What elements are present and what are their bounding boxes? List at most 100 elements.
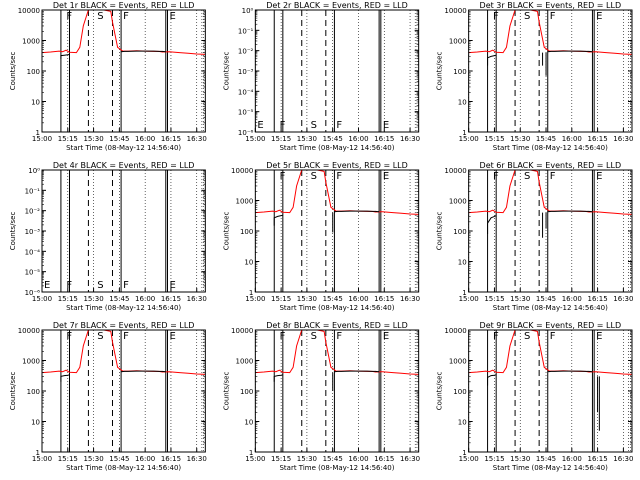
- events-series-line: [60, 53, 70, 59]
- x-tick-label: 16:00: [562, 135, 582, 143]
- y-tick-label: 10: [458, 419, 467, 427]
- x-tick-label: 15:30: [510, 135, 530, 143]
- y-tick-label: 10⁻⁶: [238, 129, 254, 137]
- interval-marker-label: F: [123, 331, 129, 342]
- interval-marker-label: F: [66, 11, 72, 22]
- x-tick-label: 16:30: [400, 135, 420, 143]
- interval-marker-label: E: [383, 331, 389, 342]
- interval-marker-label: F: [493, 331, 499, 342]
- det-panel: F S F E 1 10 100 1000 10000 15:00 15:15 15:30 15:45 1…: [222, 161, 420, 312]
- panel-title: Det 6r BLACK = Events, RED = LLD: [480, 161, 622, 170]
- x-tick-label: 15:00: [32, 135, 52, 143]
- y-axis-label: Counts/sec: [436, 212, 444, 251]
- y-axis-label: Counts/sec: [9, 372, 17, 411]
- x-tick-label: 16:15: [161, 295, 181, 303]
- series-group: [42, 10, 206, 59]
- y-tick-label: 100: [453, 228, 466, 236]
- y-tick-label: 10000: [444, 327, 466, 335]
- x-tick-label: 16:00: [348, 135, 368, 143]
- y-tick-label: 10000: [231, 327, 253, 335]
- x-axis-label: Start Time (08-May-12 14:56:40): [66, 144, 181, 152]
- x-tick-label: 15:45: [109, 135, 129, 143]
- plot-frame: [468, 329, 633, 453]
- x-tick-label: 16:15: [161, 135, 181, 143]
- x-tick-label: 16:30: [613, 135, 633, 143]
- x-axis-label: Start Time (08-May-12 14:56:40): [66, 304, 181, 312]
- events-series-line: [273, 374, 283, 382]
- interval-marker-label: E: [596, 11, 602, 22]
- plot-frame: [254, 329, 420, 453]
- x-tick-label: 16:00: [135, 295, 155, 303]
- x-tick-label: 15:30: [83, 295, 103, 303]
- y-tick-label: 100: [240, 388, 253, 396]
- events-series-line: [547, 210, 593, 213]
- y-tick-label: 10000: [18, 327, 40, 335]
- x-tick-label: 16:30: [187, 295, 207, 303]
- x-tick-label: 16:15: [161, 455, 181, 463]
- y-tick-label: 10⁻¹: [25, 187, 41, 195]
- x-axis-label: Start Time (08-May-12 14:56:40): [279, 144, 394, 152]
- y-tick-label: 1: [249, 449, 253, 457]
- interval-marker-label: F: [493, 171, 499, 182]
- y-tick-label: 100: [453, 388, 466, 396]
- det-panel: F S F E 1 10 100 1000 10000 15:00 15:15 15:30 15:45 1…: [436, 321, 634, 472]
- x-tick-label: 15:15: [58, 135, 78, 143]
- panel-title: Det 1r BLACK = Events, RED = LLD: [53, 1, 195, 10]
- x-tick-label: 15:00: [245, 135, 265, 143]
- plot-frame: [41, 9, 206, 133]
- events-series-line: [547, 50, 593, 53]
- series-group: [255, 330, 419, 391]
- interval-marker-label: F: [336, 331, 342, 342]
- x-tick-label: 16:30: [400, 295, 420, 303]
- interval-marker-label: S: [524, 331, 530, 342]
- x-axis-label: Start Time (08-May-12 14:56:40): [493, 464, 608, 472]
- y-tick-label: 10⁻⁵: [238, 109, 254, 117]
- x-tick-label: 15:00: [245, 295, 265, 303]
- x-tick-label: 16:00: [348, 295, 368, 303]
- interval-marker-label: S: [97, 280, 103, 291]
- x-tick-label: 15:15: [271, 135, 291, 143]
- x-tick-label: 15:45: [323, 295, 343, 303]
- x-tick-label: 15:15: [484, 135, 504, 143]
- x-tick-label: 15:45: [536, 455, 556, 463]
- y-tick-label: 1000: [22, 358, 40, 366]
- panel-title: Det 9r BLACK = Events, RED = LLD: [480, 321, 622, 330]
- series-group: [42, 330, 206, 382]
- y-tick-label: 10000: [444, 7, 466, 15]
- panel-title: Det 5r BLACK = Events, RED = LLD: [266, 161, 408, 170]
- events-series-line: [121, 50, 166, 53]
- y-tick-label: 10⁻³: [25, 228, 41, 236]
- interval-marker-label: E: [383, 171, 389, 182]
- y-tick-label: 10⁰: [242, 7, 254, 15]
- interval-marker-label: E: [257, 120, 263, 131]
- interval-marker-label: E: [383, 120, 389, 131]
- interval-marker-label: F: [280, 331, 286, 342]
- y-tick-label: 1: [462, 289, 466, 297]
- x-tick-label: 15:15: [58, 295, 78, 303]
- plot-frame: [41, 169, 206, 293]
- y-axis-label: Counts/sec: [222, 372, 230, 411]
- x-tick-label: 15:15: [484, 455, 504, 463]
- y-tick-label: 10⁻⁶: [25, 289, 41, 297]
- y-tick-label: 10: [31, 99, 40, 107]
- y-axis-label: Counts/sec: [436, 52, 444, 91]
- y-tick-label: 10⁰: [28, 167, 40, 175]
- x-tick-label: 16:15: [374, 455, 394, 463]
- y-axis-label: Counts/sec: [9, 212, 17, 251]
- x-tick-label: 15:45: [536, 295, 556, 303]
- x-tick-label: 15:45: [536, 135, 556, 143]
- events-series-line: [487, 54, 497, 66]
- x-tick-label: 15:00: [459, 455, 479, 463]
- interval-marker-label: E: [596, 331, 602, 342]
- interval-marker-label: E: [596, 171, 602, 182]
- x-tick-label: 16:15: [374, 135, 394, 143]
- y-tick-label: 10⁻³: [238, 68, 254, 76]
- y-tick-label: 10⁻²: [25, 208, 41, 216]
- x-tick-label: 15:30: [297, 135, 317, 143]
- det-panel: F S F E 1 10 100 1000 10000 15:00 15:15 15:30 15:45 1…: [436, 1, 634, 152]
- x-tick-label: 16:15: [588, 295, 608, 303]
- panel-title: Det 3r BLACK = Events, RED = LLD: [480, 1, 622, 10]
- interval-marker-label: S: [311, 331, 317, 342]
- x-axis-label: Start Time (08-May-12 14:56:40): [279, 304, 394, 312]
